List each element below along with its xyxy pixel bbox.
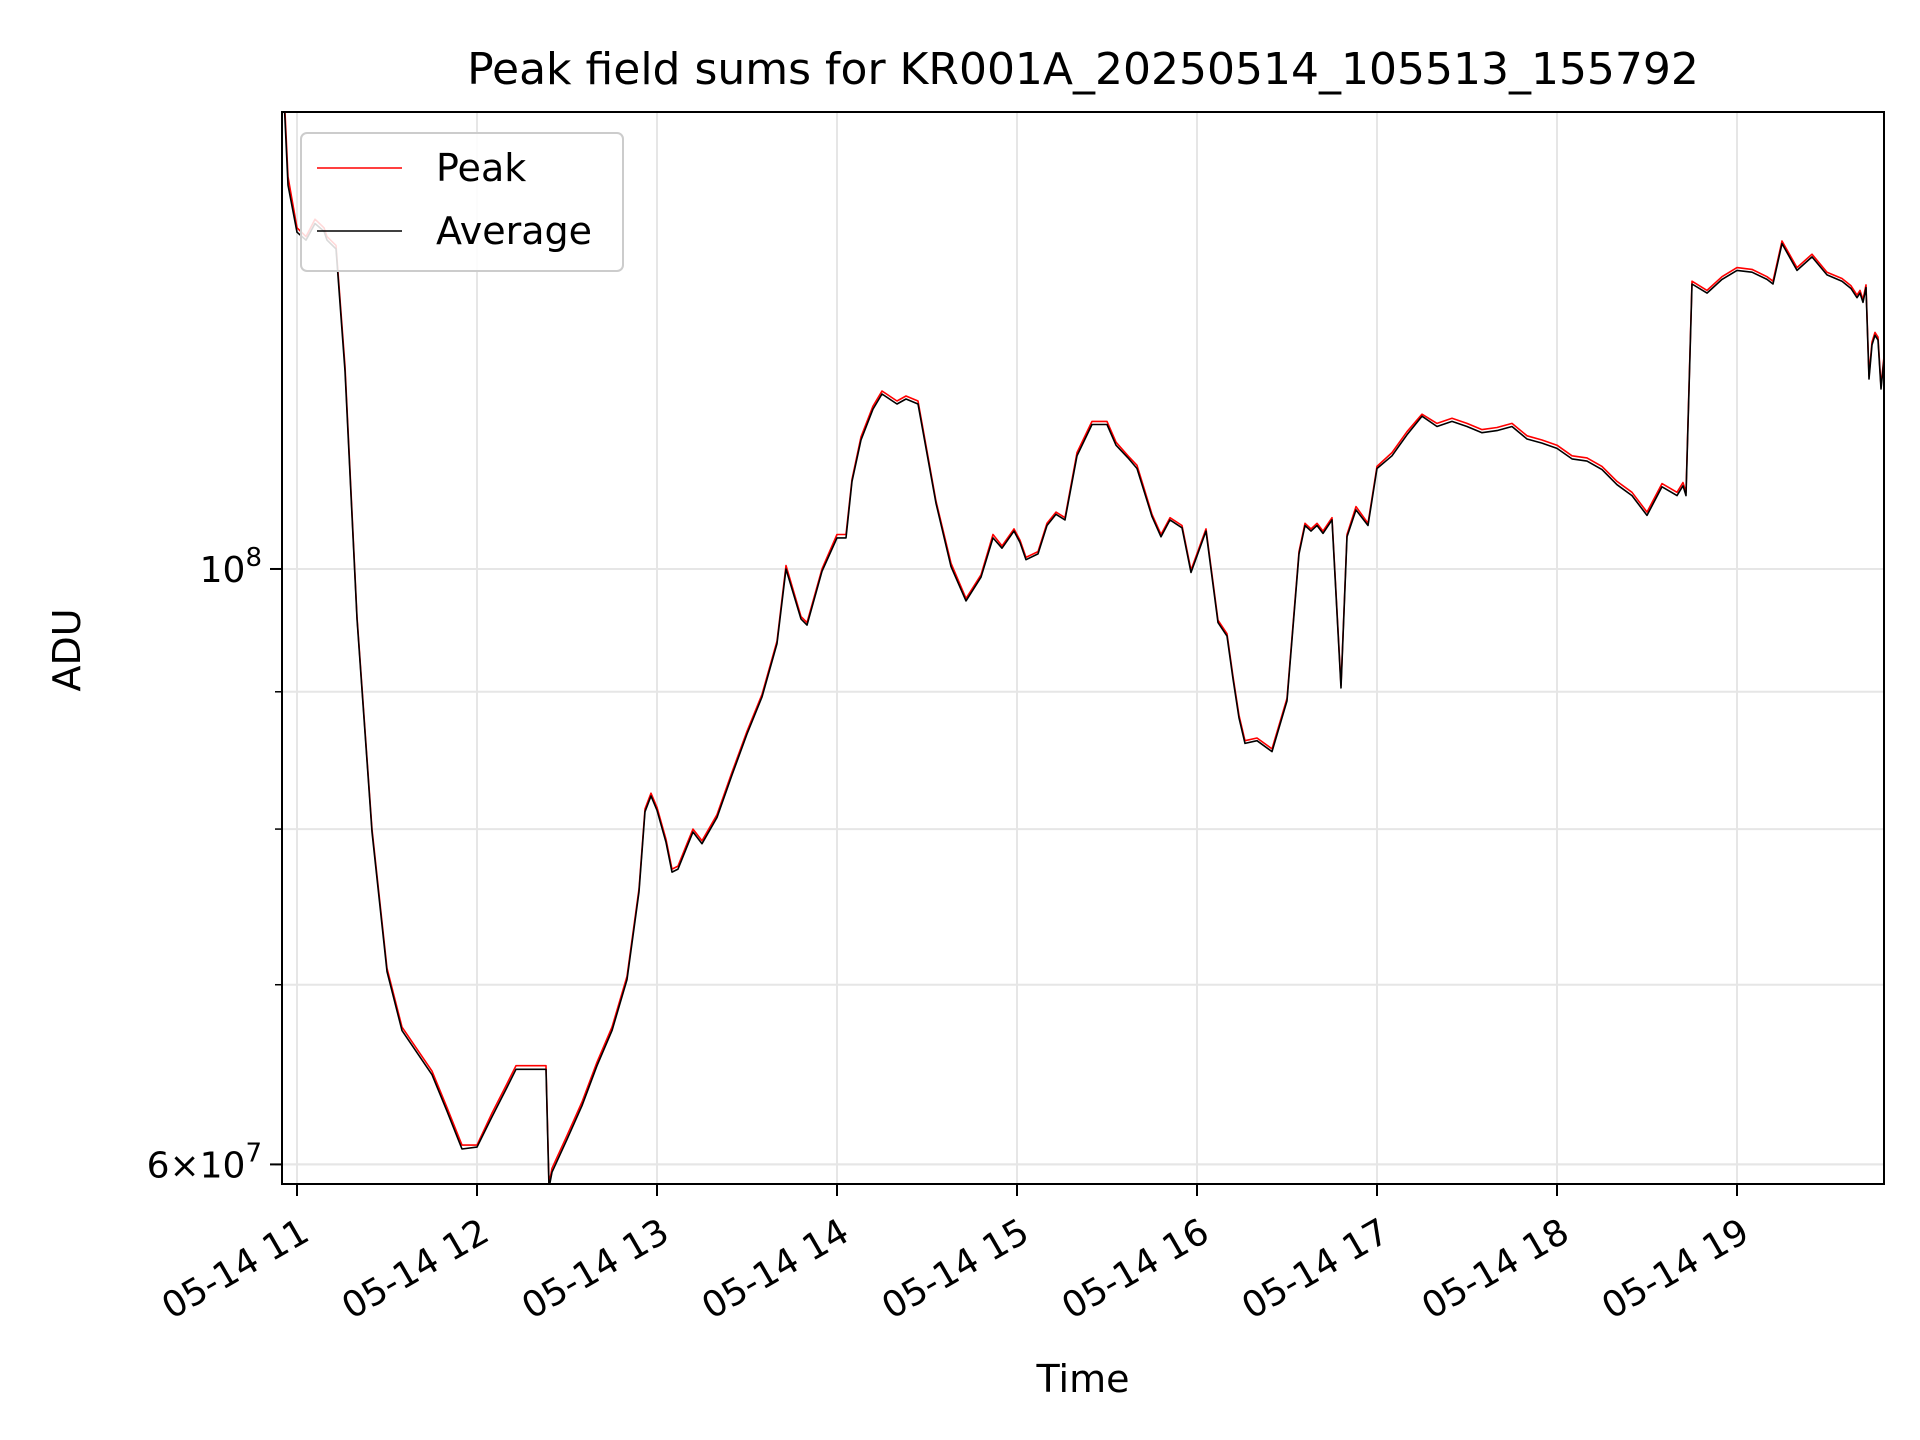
y-tick-label: 108 <box>200 543 262 591</box>
x-axis: 05-14 11 05-14 12 05-14 13 05-14 14 05-14 15… <box>155 1184 1756 1328</box>
x-tick-label: 05-14 14 <box>695 1211 856 1327</box>
x-tick-label: 05-14 11 <box>155 1211 316 1327</box>
chart-title: Peak field sums for KR001A_20250514_1055… <box>467 44 1699 95</box>
legend-label-average: Average <box>436 209 592 253</box>
x-tick-label: 05-14 13 <box>515 1211 676 1327</box>
x-tick-label: 05-14 17 <box>1235 1211 1396 1327</box>
y-axis-label: ADU <box>45 608 89 691</box>
x-axis-label: Time <box>1036 1357 1130 1401</box>
x-tick-label: 05-14 16 <box>1055 1211 1216 1327</box>
x-tick-label: 05-14 19 <box>1595 1211 1756 1327</box>
x-tick-label: 05-14 15 <box>875 1211 1036 1327</box>
grid <box>282 112 1884 1184</box>
y-tick-label: 6×107 <box>147 1138 262 1186</box>
x-tick-label: 05-14 18 <box>1415 1211 1576 1327</box>
plot-frame <box>281 111 1885 1185</box>
y-axis: 108 6×107 <box>147 543 282 1186</box>
x-tick-label: 05-14 12 <box>335 1211 496 1327</box>
legend: Peak Average <box>300 132 624 272</box>
legend-label-peak: Peak <box>436 146 526 190</box>
series-line-average <box>283 112 1884 1184</box>
